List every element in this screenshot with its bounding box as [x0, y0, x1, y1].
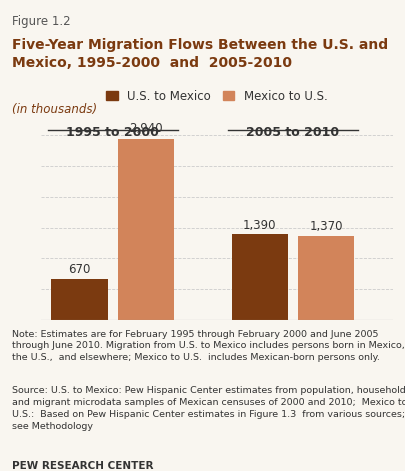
Text: 1,390: 1,390	[243, 219, 277, 232]
Text: 1995 to 2000: 1995 to 2000	[66, 126, 159, 138]
Legend: U.S. to Mexico, Mexico to U.S.: U.S. to Mexico, Mexico to U.S.	[101, 85, 332, 107]
Text: Note: Estimates are for February 1995 through February 2000 and June 2005
throug: Note: Estimates are for February 1995 th…	[12, 330, 405, 362]
Text: Figure 1.2: Figure 1.2	[12, 15, 71, 28]
Text: 1,370: 1,370	[309, 220, 343, 233]
Bar	[51, 279, 108, 320]
Bar	[118, 138, 175, 320]
Text: PEW RESEARCH CENTER: PEW RESEARCH CENTER	[12, 461, 153, 471]
Text: Source: U.S. to Mexico: Pew Hispanic Center estimates from population, household: Source: U.S. to Mexico: Pew Hispanic Cen…	[12, 386, 405, 430]
Text: 2,940: 2,940	[129, 122, 163, 136]
Text: Five-Year Migration Flows Between the U.S. and
Mexico, 1995-2000  and  2005-2010: Five-Year Migration Flows Between the U.…	[12, 39, 388, 70]
Text: 670: 670	[68, 263, 91, 276]
Text: (in thousands): (in thousands)	[12, 103, 97, 116]
Text: 2005 to 2010: 2005 to 2010	[247, 126, 339, 138]
Bar	[232, 235, 288, 320]
Bar	[298, 236, 354, 320]
